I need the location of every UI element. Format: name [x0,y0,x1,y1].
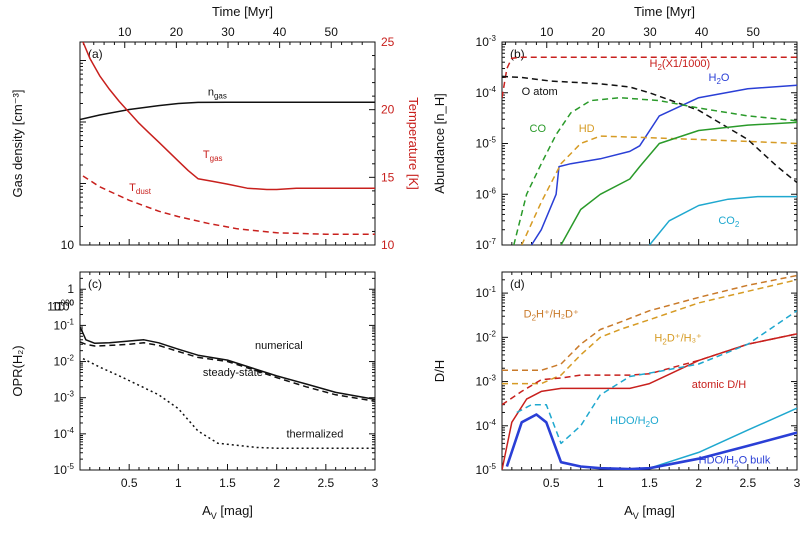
y-tick-label: 10-6 [476,186,497,201]
y2-axis-label: Temperature [K] [406,97,421,190]
top-tick-label: 20 [170,25,184,39]
annotation-label: HDO/H2O bulk [699,455,771,469]
y-tick-label: 10-3 [54,390,75,405]
y-tick-label: 10-2 [476,329,497,344]
annotation-label: thermalized [287,428,344,440]
top-tick-label: 30 [643,25,657,39]
series-line-steady-state [80,341,375,402]
top-axis-label: Time [Myr] [212,4,273,19]
top-tick-label: 30 [221,25,235,39]
y2-tick-label: 10 [381,238,395,252]
y-tick-label: 1 [67,282,74,296]
annotation-label: H2(X1/1000) [650,58,711,72]
top-tick-label: 10 [540,25,554,39]
x-tick-label: 3 [794,476,800,490]
series-line-hd [521,135,797,245]
annotation-label: numerical [255,340,303,352]
top-tick-label: 40 [695,25,709,39]
x-tick-label: 1.5 [641,476,658,490]
y-tick-label: 10-5 [476,462,497,477]
panel-label: (c) [88,277,102,291]
series-line-d2h-h2d- [502,274,797,372]
x-tick-label: 3 [372,476,379,490]
series-line-numerical [80,326,375,401]
y-tick-label: 10-7 [476,237,497,252]
series-line-n-gas [80,101,375,121]
annotation-label: CO [530,123,547,135]
y-tick-label: 10-4 [476,85,497,100]
annotation-label: steady-state [203,367,263,379]
series-line-co2 [648,195,797,245]
series-line-h2d-h3- [502,279,797,385]
y-axis-label: Gas density [cm⁻³] [10,90,25,198]
y-tick-label: 100 [56,298,74,313]
x-axis-label: AV [mag] [624,503,675,521]
annotation-label: O atom [522,86,558,98]
y-tick-label: 1000 [52,298,75,313]
annotation-label: atomic D/H [692,379,746,391]
y-tick-label: 10000 [47,298,74,313]
annotation-label: H2O [709,72,730,86]
annotation-label: D2H⁺/H₂D⁺ [524,309,579,323]
top-tick-label: 50 [747,25,761,39]
series-line-t-gas [82,42,375,191]
annotation-label: ngas [208,86,227,100]
x-axis-label: AV [mag] [202,503,253,521]
x-tick-label: 0.5 [121,476,138,490]
y-tick-label: 10-5 [476,136,497,151]
plot-frame [501,271,798,471]
annotation-label: Tdust [129,182,152,196]
series-line-thermalized [82,358,375,449]
plot-frame [79,41,376,246]
panel-c: 10-5 10-4 10-3 10-2 10-1 1 OPR(H₂) 0.5 1 1.5 2 2.5 3… [10,271,379,521]
top-tick-label: 40 [273,25,287,39]
panel-label: (d) [510,277,525,291]
x-tick-label: 1 [175,476,182,490]
y-tick-label: 10-3 [476,34,497,49]
series-line-hdo-h2o [516,310,797,445]
series-line-h2o [530,84,797,245]
y-tick-label: 10-1 [476,285,497,300]
panel-label: (a) [88,47,103,61]
y-axis-label: Abundance [n_H] [432,93,447,193]
y-axis-label: D/H [432,360,447,382]
x-tick-label: 0.5 [543,476,560,490]
top-tick-label: 10 [118,25,132,39]
x-tick-label: 2.5 [317,476,334,490]
x-tick-label: 1 [597,476,604,490]
y-tick-label: 10-4 [54,426,75,441]
series-line-co [513,96,797,245]
y-axis-label: OPR(H₂) [10,345,25,396]
y-tick-label: 10-5 [54,462,75,477]
y-tick-label: 10 [61,238,75,252]
series-line-co-solid- [560,121,797,245]
y-tick-label: 10-1 [54,317,75,332]
panel-d: 10-5 10-4 10-3 10-2 10-1 D/H 0.5 1 1.5 2 2.5 3 AV [m… [432,271,800,521]
series-line-o-atom [502,75,797,184]
top-axis-label: Time [Myr] [634,4,695,19]
x-tick-label: 1.5 [219,476,236,490]
annotation-label: H2D⁺/H₃⁺ [654,333,702,347]
y2-tick-label: 15 [381,170,395,184]
x-tick-label: 2.5 [739,476,756,490]
series-line-hdo-h2o-bulk [505,413,797,470]
y2-tick-label: 25 [381,35,395,49]
y-tick-label: 10-2 [54,354,75,369]
x-tick-label: 2 [695,476,702,490]
top-tick-label: 20 [592,25,606,39]
series-line-atomic-d-h [502,333,797,470]
y-tick-label: 10-3 [476,374,497,389]
annotation-label: Tgas [203,149,223,163]
x-tick-label: 2 [273,476,280,490]
y-tick-label: 10-4 [476,418,497,433]
annotation-label: HDO/H2O [610,415,659,429]
top-tick-label: 50 [325,25,339,39]
panel-b: 10-7 10-6 10-5 10-4 10-3 Abundance [n_H] 10 20 3… [432,4,798,252]
annotation-label: HD [579,123,595,135]
annotation-label: CO2 [718,215,740,229]
y2-tick-label: 20 [381,103,395,117]
series-line-h2-x1-1000- [502,56,797,98]
